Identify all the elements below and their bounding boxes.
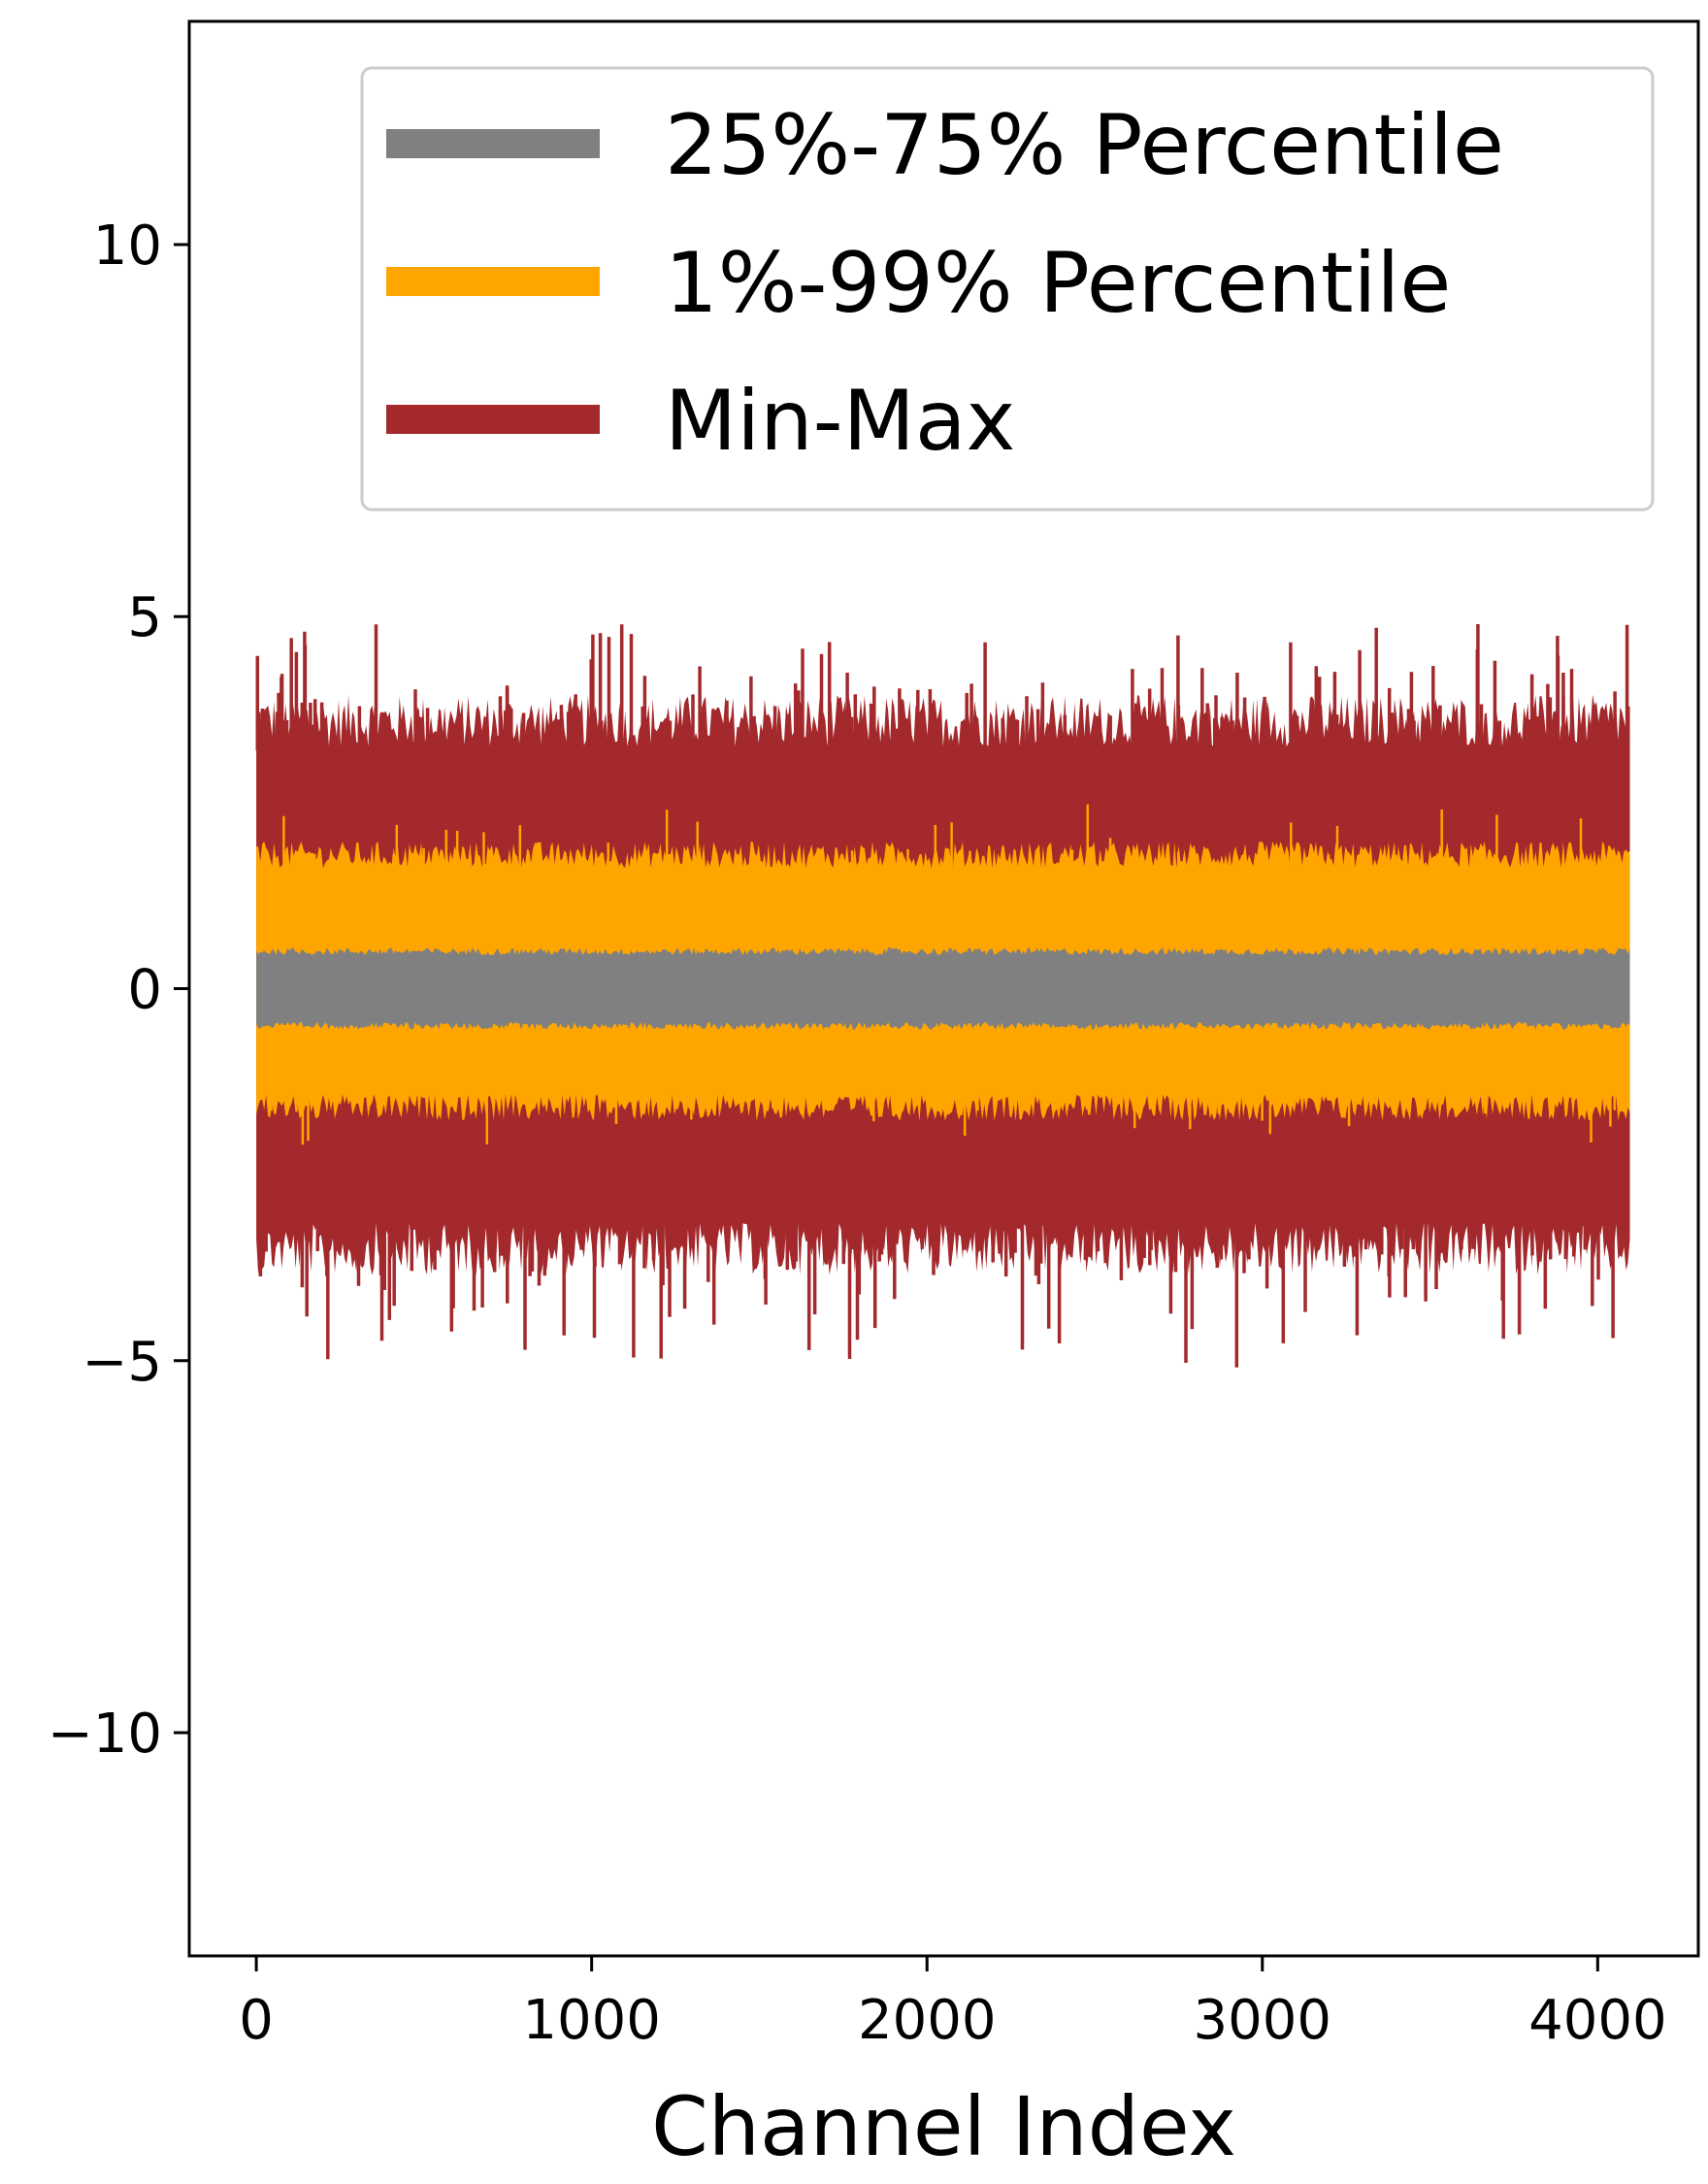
legend-label: 1%-99% Percentile [665,235,1451,332]
y-tick-label: −5 [82,1331,162,1394]
y-axis-ticks: −10 −5 0 5 10 [48,215,189,1766]
legend-box [360,66,1655,512]
legend-label: Min-Max [665,373,1015,470]
y-tick-label: 10 [93,215,162,278]
legend: 25%-75% Percentile 1%-99% Percentile Min-M… [360,66,1655,512]
x-tick-label: 3000 [1194,1989,1332,2052]
x-axis-label: Channel Index [651,2079,1236,2174]
x-tick-label: 0 [239,1989,274,2052]
y-tick-label: 0 [127,959,162,1022]
legend-label: 25%-75% Percentile [665,97,1504,194]
band-25-75-percentile [256,947,1630,1030]
series-25-75-percentile [256,947,1630,1030]
x-tick-label: 1000 [522,1989,661,2052]
x-axis-ticks: 0 1000 2000 3000 4000 [239,1956,1667,2052]
min-max-spikes [255,624,1629,1368]
x-tick-label: 2000 [858,1989,997,2052]
y-tick-label: −10 [48,1703,162,1766]
x-tick-label: 4000 [1528,1989,1667,2052]
y-tick-label: 5 [127,586,162,649]
